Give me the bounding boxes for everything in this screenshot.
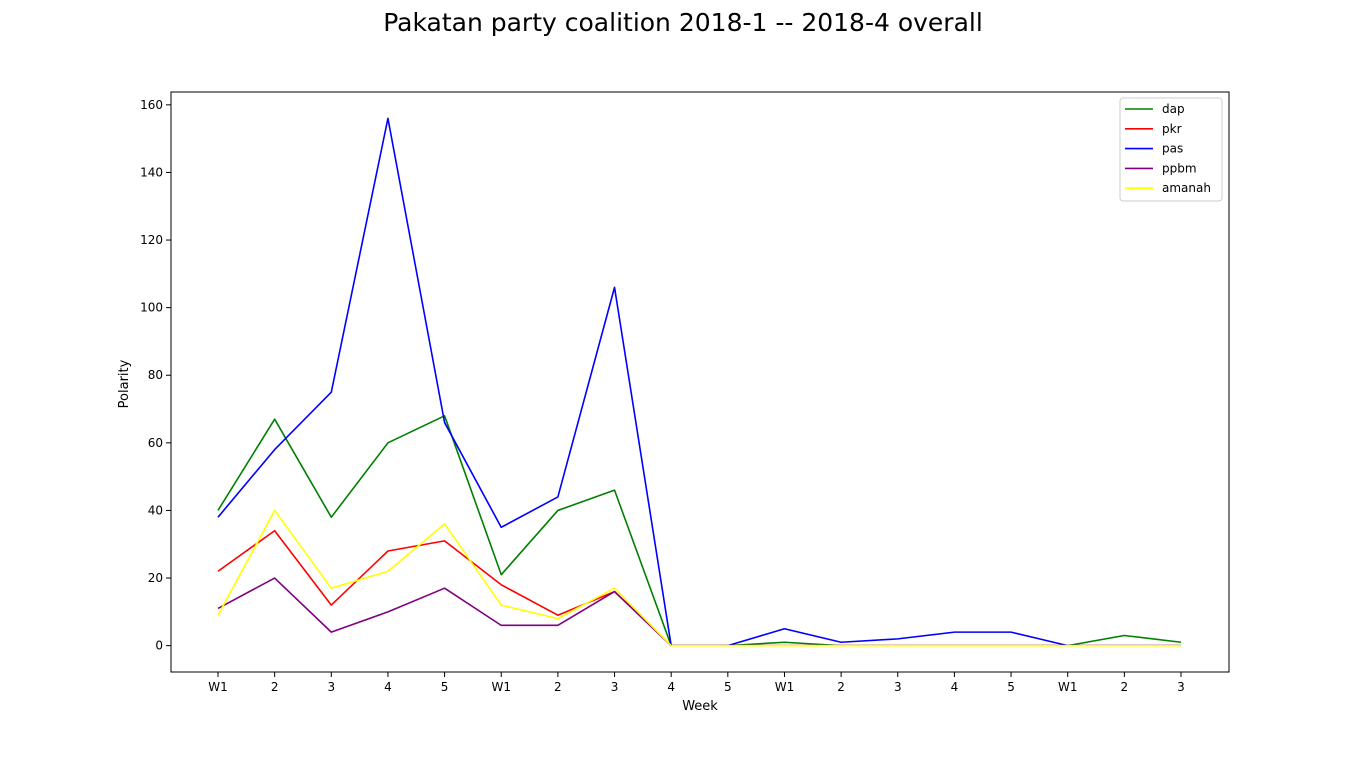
chart-title: Pakatan party coalition 2018-1 -- 2018-4…	[383, 8, 983, 37]
x-tick-label: W1	[775, 680, 795, 694]
legend: dap pkr pas ppbm amanah	[1119, 97, 1223, 202]
x-tick-label: 5	[441, 680, 449, 694]
legend-label-pkr: pkr	[1162, 122, 1182, 136]
legend-label-amanah: amanah	[1162, 181, 1211, 195]
x-tick-label: 3	[611, 680, 619, 694]
legend-box	[1119, 97, 1223, 202]
y-tick-label: 80	[148, 368, 163, 382]
x-tick-label: 2	[271, 680, 279, 694]
x-tick-label: 4	[384, 680, 392, 694]
y-axis: 0 20 40 60 80 100 120 140 160	[140, 98, 171, 653]
legend-label-dap: dap	[1162, 102, 1185, 116]
y-tick-label: 0	[155, 639, 163, 653]
x-tick-label: 3	[1177, 680, 1185, 694]
x-tick-label: 3	[327, 680, 335, 694]
legend-label-pas: pas	[1162, 142, 1183, 156]
plot-frame	[170, 91, 1230, 673]
x-tick-label: W1	[491, 680, 511, 694]
x-tick-label: 2	[554, 680, 562, 694]
x-tick-label: W1	[1058, 680, 1078, 694]
x-tick-label: 5	[1007, 680, 1015, 694]
y-tick-label: 40	[148, 503, 163, 517]
y-tick-label: 20	[148, 571, 163, 585]
x-axis: W1 2 3 4 5 W1 2 3 4 5 W1 2 3 4 5 W1 2 3	[208, 672, 1185, 694]
plot-area	[171, 92, 1229, 672]
x-tick-label: 4	[667, 680, 675, 694]
x-tick-label: 4	[951, 680, 959, 694]
x-axis-label: Week	[682, 699, 718, 714]
y-tick-label: 60	[148, 436, 163, 450]
y-tick-label: 140	[140, 165, 163, 179]
y-axis-label: Polarity	[117, 359, 132, 408]
series-line-amanah	[217, 509, 1181, 647]
y-tick-label: 100	[140, 301, 163, 315]
series-layer	[217, 117, 1182, 647]
y-tick-label: 160	[140, 98, 163, 112]
y-tick-label: 120	[140, 233, 163, 247]
x-tick-label: W1	[208, 680, 228, 694]
legend-label-ppbm: ppbm	[1162, 161, 1197, 175]
x-tick-label: 2	[1121, 680, 1129, 694]
x-tick-label: 3	[894, 680, 902, 694]
x-tick-label: 5	[724, 680, 732, 694]
x-tick-label: 2	[837, 680, 845, 694]
